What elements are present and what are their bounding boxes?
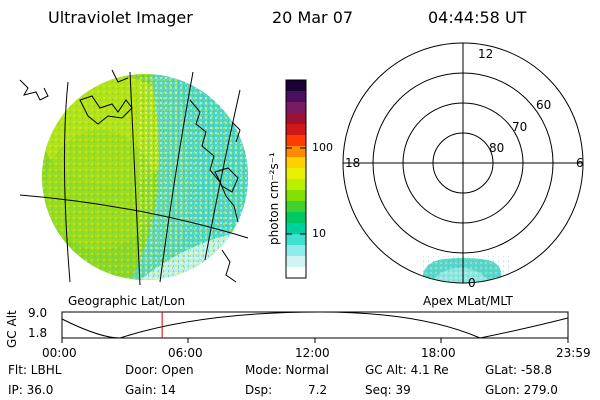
filter-readout: Flt: LBHL	[8, 363, 62, 377]
time-tick-1200: 12:00	[295, 346, 330, 360]
mlt-label-18: 18	[345, 156, 361, 170]
dsp-value: 7.2	[308, 383, 328, 397]
polar-image	[420, 256, 510, 283]
gain-readout: Gain: 14	[125, 383, 176, 397]
glon-readout: GLon: 279.0	[485, 383, 558, 397]
colorbar-segment	[286, 234, 306, 246]
colorbar-segment	[286, 212, 306, 224]
geo-panel-label: Geographic Lat/Lon	[68, 294, 186, 308]
colorbar-segment	[286, 91, 306, 103]
colorbar-segment	[286, 201, 306, 213]
coastline	[19, 69, 241, 283]
colorbar-segment	[286, 124, 306, 136]
altitude-plot	[61, 311, 569, 343]
date-readout: 20 Mar 07	[272, 8, 354, 27]
colorbar-segment	[286, 245, 306, 257]
altitude-ytick-max: 9.0	[28, 306, 48, 320]
altitude-ytick-min: 1.8	[28, 326, 48, 340]
geo-image	[42, 74, 248, 280]
colorbar	[286, 80, 306, 279]
gc-alt-readout: GC Alt: 4.1 Re	[365, 363, 449, 377]
mode-readout: Mode: Normal	[245, 363, 329, 377]
glat-readout: GLat: -58.8	[485, 363, 552, 377]
colorbar-segment	[286, 157, 306, 169]
geo-grid	[19, 71, 249, 286]
time-tick-2359: 23:59	[556, 346, 591, 360]
mlt-label-0: 0	[468, 276, 476, 290]
seq-readout: Seq: 39	[365, 383, 411, 397]
mlt-label-12: 12	[478, 47, 494, 61]
colorbar-segment	[286, 256, 306, 268]
colorbar-segment	[286, 102, 306, 114]
time-readout: 04:44:58 UT	[428, 8, 527, 27]
colorbar-segment	[286, 113, 306, 125]
colorbar-segment	[286, 146, 306, 158]
time-tick-0600: 06:00	[168, 346, 203, 360]
colorbar-segment	[286, 179, 306, 191]
colorbar-unit-label: photon cm⁻²s⁻¹	[267, 152, 281, 245]
dsp-label: Dsp:	[245, 383, 273, 397]
polar-panel-label: Apex MLat/MLT	[423, 294, 513, 308]
ip-readout: IP: 36.0	[8, 383, 54, 397]
mlat-label-70: 70	[512, 120, 528, 134]
colorbar-segment	[286, 135, 306, 147]
app-title: Ultraviolet Imager	[48, 8, 193, 27]
colorbar-tick-10: 10	[312, 227, 326, 240]
mlat-label-80: 80	[489, 141, 505, 155]
mlt-label-6: 6	[576, 156, 584, 170]
colorbar-segment	[286, 267, 306, 279]
colorbar-segment	[286, 168, 306, 180]
door-readout: Door: Open	[125, 363, 194, 377]
colorbar-segment	[286, 190, 306, 202]
time-tick-1800: 18:00	[421, 346, 456, 360]
altitude-ylabel: GC Alt	[5, 310, 19, 348]
colorbar-tick-100: 100	[312, 141, 333, 154]
polar-grid	[342, 42, 584, 284]
colorbar-segment	[286, 80, 306, 92]
time-tick-0000: 00:00	[42, 346, 77, 360]
colorbar-segment	[286, 223, 306, 235]
mlat-label-60: 60	[536, 98, 552, 112]
